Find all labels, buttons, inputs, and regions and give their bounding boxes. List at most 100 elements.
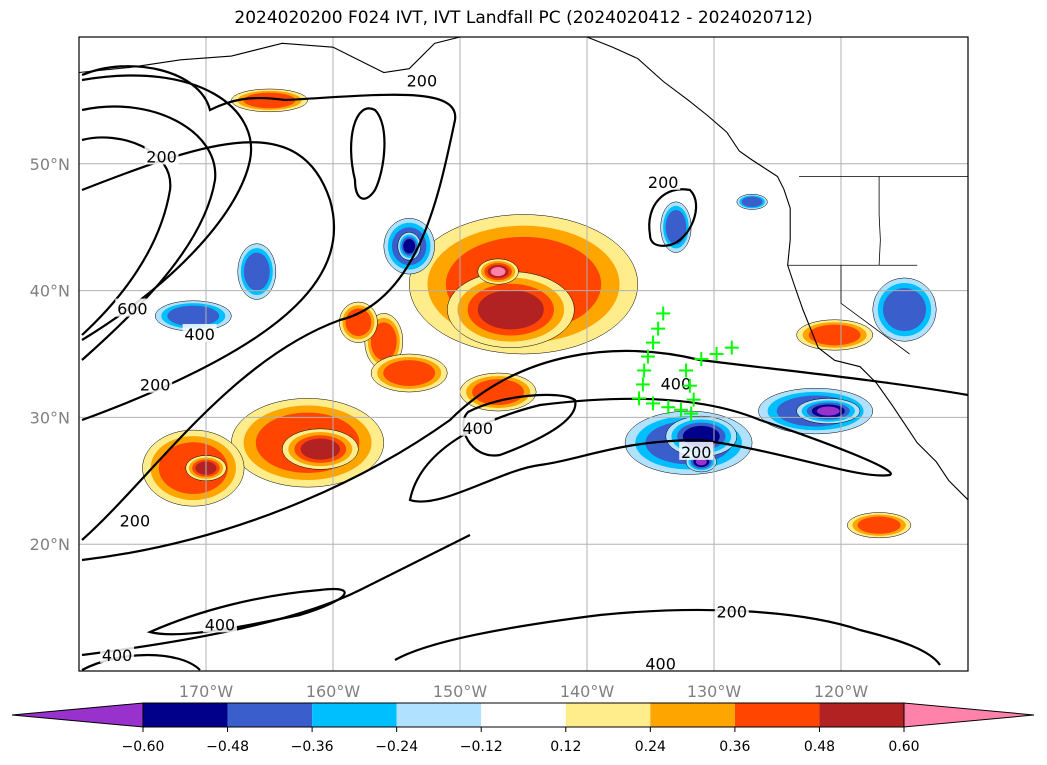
landfall-point-marker (656, 306, 671, 321)
ivt-anomaly-patch (477, 289, 544, 330)
ivt-anomaly-patch (243, 252, 270, 291)
landfall-markers (632, 306, 739, 421)
contour-line (81, 136, 172, 336)
state-border (878, 176, 881, 266)
colorbar-tick-label: 0.48 (804, 739, 835, 755)
contour-label: 200 (681, 443, 712, 462)
landfall-point-marker (673, 402, 688, 417)
landfall-point-marker (682, 378, 697, 393)
contour-line (408, 397, 892, 503)
colorbar-bin (819, 703, 904, 727)
contour-label: 200 (146, 147, 177, 166)
colorbar-bin (396, 703, 482, 727)
colorbar-bin (481, 703, 566, 727)
colorbar-bin (565, 703, 651, 727)
contour-label-background (202, 614, 237, 633)
landfall-point-marker (646, 335, 661, 350)
colorbar-bin (227, 703, 313, 727)
ivt-anomaly-patch (370, 322, 397, 361)
colorbar-tick-label: −0.60 (122, 739, 165, 755)
colorbar-bin (312, 703, 397, 727)
colorbar-tick-label: −0.12 (460, 739, 503, 755)
ivt-anomaly-patch (665, 209, 687, 245)
contour-label: 400 (645, 655, 676, 674)
contour-label-background (679, 441, 714, 460)
longitude-tick-label: 130°W (687, 682, 742, 701)
colorbar-bin (650, 703, 735, 727)
ivt-anomaly-patch (857, 516, 901, 534)
contour-label: 200 (717, 603, 748, 622)
colorbar: −0.60 −0.48 −0.36 −0.24 −0.12 0.12 0.24 0.36 0.4… (11, 702, 1035, 755)
contour-label-background (138, 374, 173, 393)
longitude-tick-label: 150°W (433, 682, 488, 701)
colorbar-tick-label: −0.24 (375, 739, 418, 755)
landfall-point-marker (724, 340, 739, 355)
ivt-contours (81, 65, 968, 671)
contour-label-background (658, 373, 693, 392)
contour-line (81, 653, 201, 671)
ivt-anomaly-patch (403, 238, 416, 254)
contour-label: 400 (661, 374, 692, 393)
contour-line (349, 107, 386, 200)
latitude-tick-label: 30°N (30, 408, 70, 427)
latitude-tick-label: 50°N (30, 155, 70, 174)
colorbar-tick-label: −0.36 (291, 739, 334, 755)
contour-line (81, 534, 471, 657)
contour-label-background (646, 171, 681, 190)
map-frame (78, 36, 969, 672)
contour-line (81, 141, 336, 422)
contour-label: 400 (102, 646, 133, 665)
contour-label: 200 (120, 511, 151, 530)
ivt-anomaly-patch (882, 288, 927, 332)
landfall-point-marker (635, 377, 650, 392)
latitude-tick-label: 40°N (30, 282, 70, 301)
ivt-anomaly-patch (383, 360, 436, 386)
contour-line (81, 65, 457, 541)
contour-label: 200 (140, 376, 171, 395)
ivt-anomaly-patch (300, 438, 341, 460)
coastlines (79, 37, 968, 501)
ivt-anomaly-patch (490, 267, 506, 277)
contour-labels: 200 200 200 600 400 200 400 400 200 200 400 200 400 4… (100, 70, 749, 674)
latitude-tick-label: 20°N (30, 535, 70, 554)
contour-label-background (643, 653, 678, 672)
landfall-point-marker (640, 349, 655, 364)
state-border (840, 265, 910, 355)
colorbar-frame (142, 702, 905, 728)
contour-label: 200 (407, 71, 438, 90)
contour-line (648, 188, 698, 247)
contour-label-background (404, 70, 439, 89)
contour-label: 400 (205, 615, 236, 634)
contour-label: 600 (117, 300, 148, 319)
landfall-point-marker (632, 391, 647, 406)
landfall-point-marker (686, 392, 701, 407)
contour-label: 400 (184, 325, 215, 344)
colorbar-bin (734, 703, 820, 727)
contour-label: 200 (648, 173, 679, 192)
alaska-coastline (79, 37, 461, 74)
colorbar-tick-label: 0.12 (550, 739, 581, 755)
contour-line (81, 349, 968, 562)
contour-label-background (182, 323, 217, 342)
contour-line (394, 608, 941, 666)
ivt-anomaly-patch (816, 406, 840, 416)
contour-label-background (100, 644, 135, 663)
contour-label-background (115, 298, 150, 317)
landfall-point-marker (637, 363, 652, 378)
longitude-tick-label: 170°W (179, 682, 234, 701)
contour-label: 400 (463, 419, 494, 438)
longitude-tick-label: 160°W (306, 682, 361, 701)
map-title: 2024020200 F024 IVT, IVT Landfall PC (20… (234, 8, 813, 28)
gridlines (79, 37, 968, 671)
longitude-labels: 170°W 160°W 150°W 140°W 130°W 120°W (179, 682, 869, 701)
landfall-point-marker (646, 396, 661, 411)
colorbar-max-extension (903, 702, 1035, 728)
contour-label-background (714, 601, 749, 620)
contour-label-background (144, 146, 179, 165)
landfall-point-marker (684, 406, 699, 421)
contour-label-background (117, 510, 152, 529)
landfall-point-marker (651, 321, 666, 336)
ivt-anomaly-patch (695, 458, 707, 466)
colorbar-tick-label: −0.48 (206, 739, 249, 755)
